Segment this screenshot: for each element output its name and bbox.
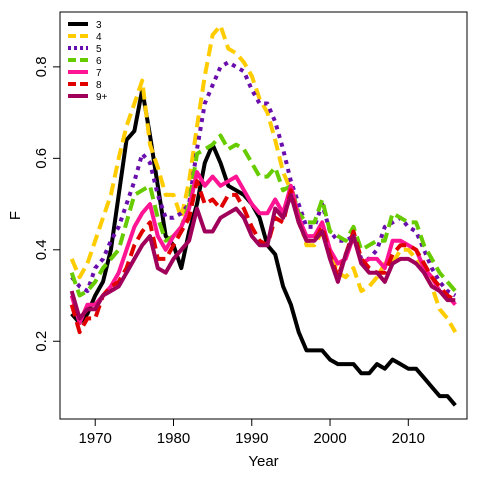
legend-label-6: 6 xyxy=(96,56,102,67)
y-tick-label: 0.8 xyxy=(33,56,50,77)
y-axis-label: F xyxy=(7,211,24,220)
legend-label-8: 8 xyxy=(96,80,102,91)
y-tick-label: 0.2 xyxy=(33,331,50,352)
series-line-9plus xyxy=(69,192,456,321)
y-tick-label: 0.6 xyxy=(33,148,50,169)
y-tick-label: 0.4 xyxy=(33,239,50,260)
series-line-4 xyxy=(69,23,458,334)
legend-label-9plus: 9+ xyxy=(96,92,108,103)
series-line-3 xyxy=(70,87,457,407)
x-axis-label: Year xyxy=(248,453,278,470)
x-tick-label: 1970 xyxy=(79,430,112,447)
series-layer xyxy=(69,23,458,407)
legend-label-3: 3 xyxy=(96,20,102,31)
plot-frame xyxy=(59,11,468,420)
legend-label-4: 4 xyxy=(96,32,102,43)
x-tick-label: 2000 xyxy=(313,430,346,447)
legend-label-7: 7 xyxy=(96,68,102,79)
x-tick-label: 1990 xyxy=(235,430,268,447)
series-line-6 xyxy=(69,133,457,298)
axes-layer: 1970 1980 1990 2000 2010 0.2 0.4 0.6 0.8 xyxy=(33,56,425,447)
x-tick-label: 2010 xyxy=(392,430,425,447)
x-tick-label: 1980 xyxy=(157,430,190,447)
series-line-7 xyxy=(69,170,457,325)
legend-label-5: 5 xyxy=(96,44,102,55)
series-line-8 xyxy=(69,179,457,335)
